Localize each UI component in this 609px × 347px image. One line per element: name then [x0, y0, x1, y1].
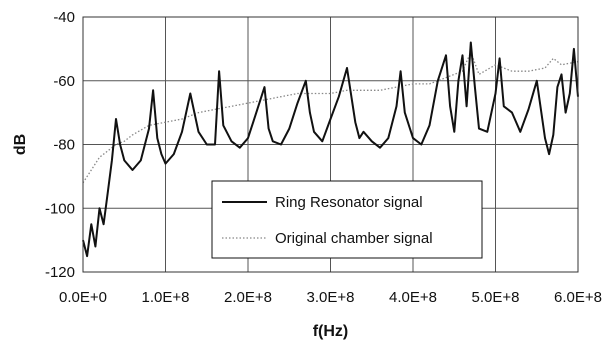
series-line-0 [82, 41, 579, 258]
x-axis-label: f(Hz) [313, 323, 349, 340]
y-axis-label: dB [12, 134, 29, 155]
x-tick-label-3: 3.0E+8 [307, 289, 355, 306]
x-tick-label-5: 5.0E+8 [472, 289, 520, 306]
x-tick-label-4: 4.0E+8 [389, 289, 437, 306]
legend-label-ring-resonator: Ring Resonator signal [275, 194, 423, 211]
series-layer [82, 41, 579, 258]
x-tick-label-6: 6.0E+8 [554, 289, 602, 306]
y-tick-label-3: -60 [53, 73, 75, 90]
y-tick-label-2: -80 [53, 137, 75, 154]
x-tick-label-2: 2.0E+8 [224, 289, 272, 306]
legend-label-original-chamber: Original chamber signal [275, 230, 433, 247]
x-tick-label-1: 1.0E+8 [142, 289, 190, 306]
plot-frame [82, 16, 579, 273]
x-tick-label-0: 0.0E+0 [59, 289, 107, 306]
legend-box [211, 180, 483, 259]
y-tick-label-4: -40 [53, 9, 75, 26]
legend: Ring Resonator signal Original chamber s… [211, 180, 483, 259]
y-tick-label-0: -120 [45, 264, 75, 281]
y-tick-label-1: -100 [45, 200, 75, 217]
ticks: 0.0E+0 1.0E+8 2.0E+8 3.0E+8 4.0E+8 5.0E+8 6.0E… [45, 9, 602, 306]
